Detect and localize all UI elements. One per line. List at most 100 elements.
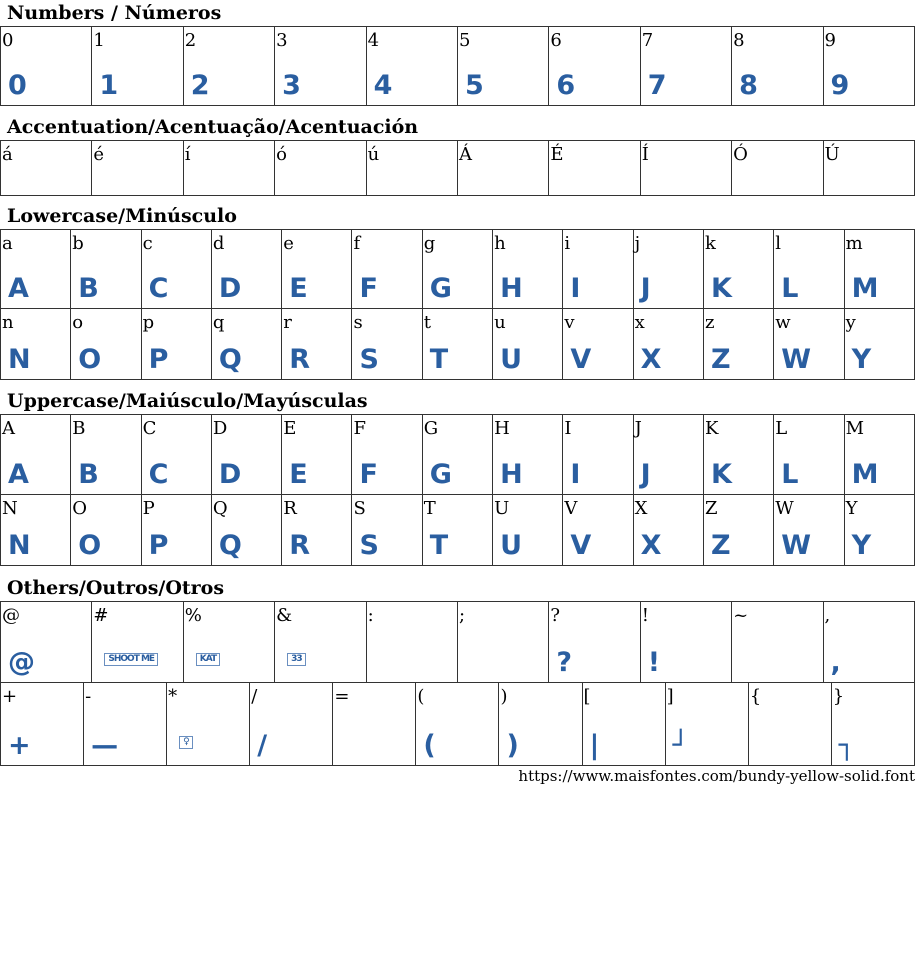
glyph-cell: { xyxy=(747,682,832,766)
glyph-table: @ @ # SHOOT ME% KAT & 33:;??!! ~,, xyxy=(0,601,916,683)
char-label: { xyxy=(749,686,762,707)
glyph-sample: X xyxy=(640,344,662,375)
char-label: e xyxy=(283,233,294,254)
char-label: r xyxy=(283,312,292,333)
char-label: O xyxy=(72,498,88,519)
glyph-cell: ?? xyxy=(548,601,641,683)
glyph-sample: A xyxy=(8,273,29,304)
char-label: á xyxy=(2,144,13,165)
glyph-cell: Ú xyxy=(822,140,916,196)
glyph-sample: R xyxy=(289,530,310,561)
char-label: Ú xyxy=(824,144,840,165)
glyph-sample: 4 xyxy=(373,70,393,101)
char-label: X xyxy=(634,498,648,519)
char-label: y xyxy=(845,312,856,333)
char-label: z xyxy=(704,312,715,333)
glyph-sample: P xyxy=(148,530,169,561)
glyph-sample: / xyxy=(257,730,267,761)
char-label: C xyxy=(142,418,157,439)
glyph-sample: Z xyxy=(710,530,731,561)
char-label: i xyxy=(564,233,571,254)
glyph-sample: D xyxy=(218,273,241,304)
glyph-sample: J xyxy=(640,273,651,304)
char-label: F xyxy=(353,418,366,439)
glyph-sample: 2 xyxy=(190,70,210,101)
glyph-cell: [| xyxy=(581,682,666,766)
char-label: @ xyxy=(2,605,20,626)
char-label: = xyxy=(334,686,350,707)
glyph-sample: E xyxy=(289,273,307,304)
glyph-cell: % KAT xyxy=(182,601,276,683)
char-label: [ xyxy=(583,686,591,707)
glyph-sample: 0 xyxy=(8,70,27,101)
char-label: K xyxy=(704,418,719,439)
section-title: Lowercase/Minúsculo xyxy=(7,205,237,227)
glyph-sample: O xyxy=(78,530,101,561)
glyph-sample: R xyxy=(289,344,310,375)
char-label: ó xyxy=(276,144,288,165)
char-label: Y xyxy=(845,498,858,519)
char-label: ; xyxy=(458,605,466,626)
glyph-table: + + - — * ♀ / / =(())[|] ┘{} ┐ xyxy=(0,682,916,766)
char-label: T xyxy=(423,498,436,519)
char-label: % xyxy=(184,605,202,626)
section-1: Accentuation/Acentuação/Acentuación á é í ó ú… xyxy=(0,114,916,196)
glyph-cell: )) xyxy=(498,682,583,766)
glyph-sample: | xyxy=(589,730,600,761)
char-label: M xyxy=(845,418,864,439)
glyph-sample: H xyxy=(500,273,523,304)
char-label: G xyxy=(423,418,439,439)
glyph-sample: J xyxy=(640,459,651,490)
source-url[interactable]: https://www.maisfontes.com/bundy-yellow-… xyxy=(518,767,915,785)
glyph-sample: — xyxy=(91,730,118,761)
char-label: 9 xyxy=(824,30,836,51)
glyph-cell: + + xyxy=(0,682,85,766)
glyph-sample: T xyxy=(429,344,448,375)
char-label: Á xyxy=(458,144,472,165)
char-label: J xyxy=(634,418,642,439)
glyph-sample: F xyxy=(359,273,377,304)
char-label: É xyxy=(550,144,564,165)
glyph-sample: Q xyxy=(218,530,242,561)
glyph-sample: X xyxy=(640,530,662,561)
char-label: Z xyxy=(704,498,718,519)
glyph-sample: T xyxy=(429,530,448,561)
glyph-sample: 3 xyxy=(282,70,301,101)
glyph-cell: # SHOOT ME xyxy=(91,601,184,683)
glyph-sample: 33 xyxy=(287,653,306,666)
char-label: g xyxy=(423,233,436,254)
char-label: 4 xyxy=(367,30,380,51)
section-title: Numbers / Números xyxy=(7,2,222,24)
